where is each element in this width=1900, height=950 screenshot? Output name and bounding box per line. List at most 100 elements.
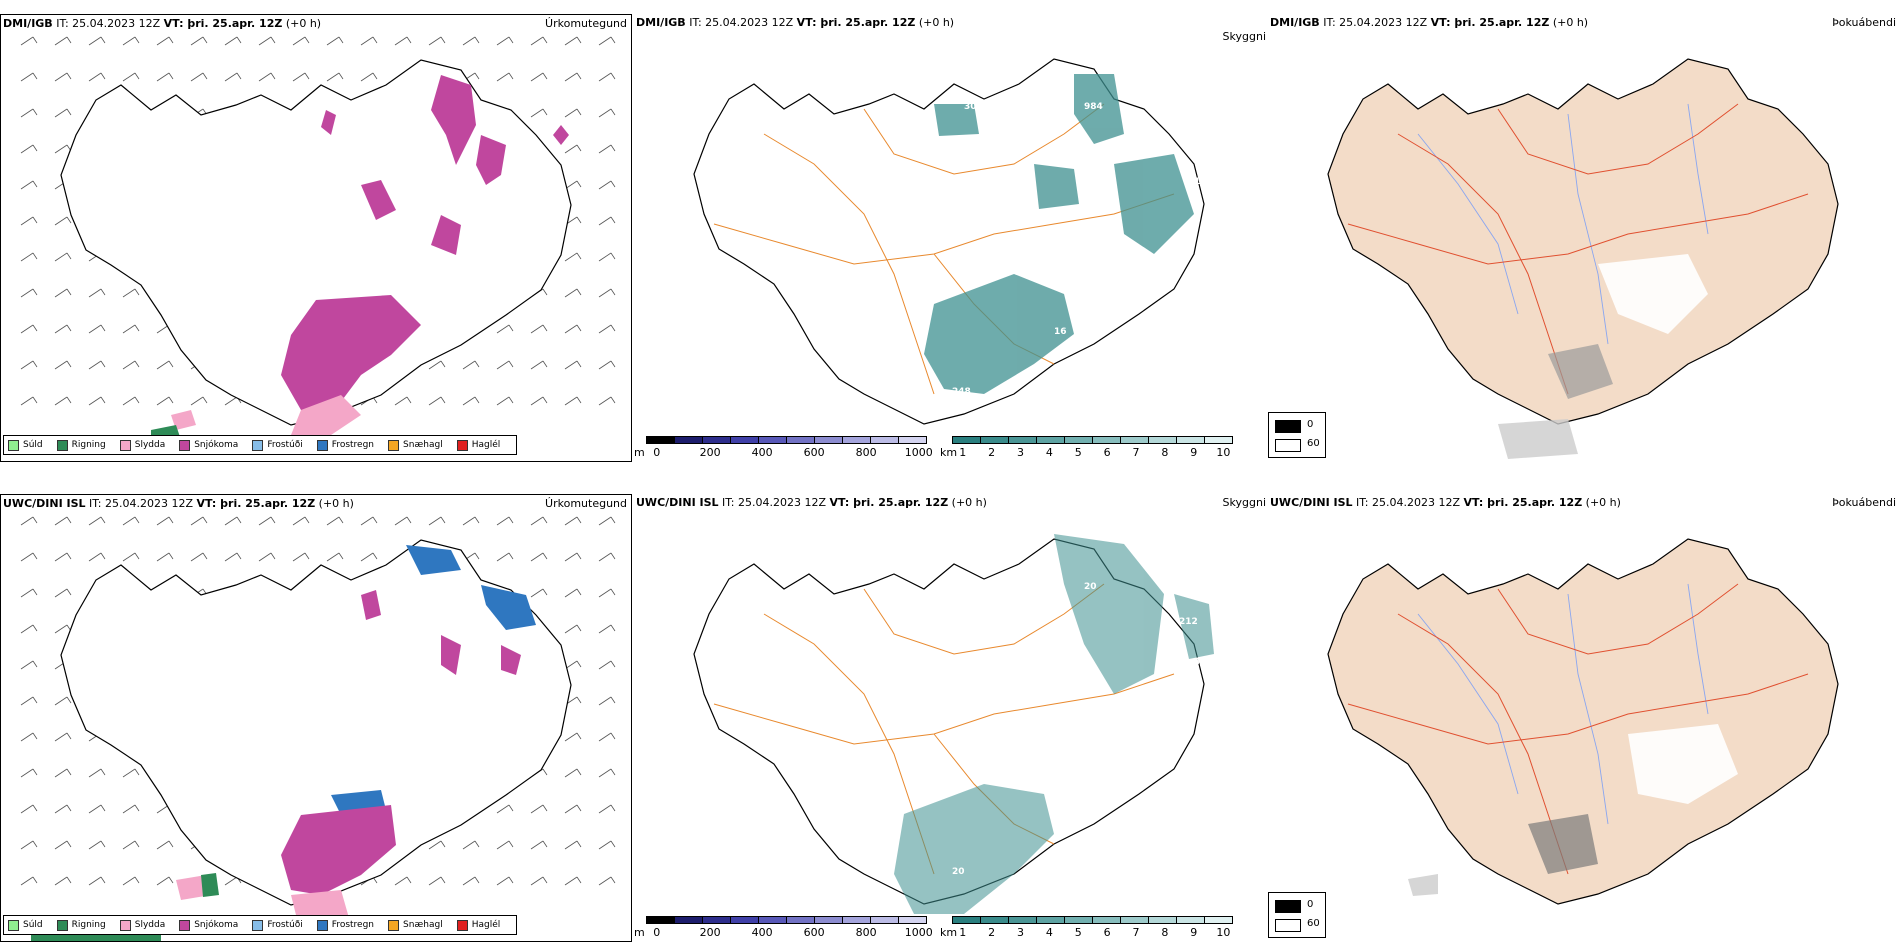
lead-time: (+0 h) bbox=[1552, 16, 1589, 29]
model-name: DMI/IGB bbox=[1270, 16, 1320, 29]
legend-label: Frostregn bbox=[331, 920, 375, 930]
iceland-map-visibility-row1: 30 38 984 42 16 521 435 16 248 15 115 14 bbox=[693, 58, 1207, 437]
wind-barb bbox=[598, 660, 616, 670]
wind-barb bbox=[530, 72, 548, 82]
legend-label: Snæhagl bbox=[403, 440, 443, 450]
wind-barb bbox=[54, 516, 72, 526]
wind-barb bbox=[156, 360, 174, 370]
wind-barb bbox=[360, 72, 378, 82]
wind-barb bbox=[20, 624, 38, 634]
legend-item: Rigning bbox=[56, 439, 106, 451]
wind-barb bbox=[20, 144, 38, 154]
fog-key-swatch-0 bbox=[1275, 900, 1301, 913]
legend-swatch bbox=[119, 439, 131, 451]
wind-barb bbox=[360, 516, 378, 526]
legend-swatch bbox=[56, 919, 68, 931]
wind-barb bbox=[258, 552, 276, 562]
visibility-colorbar-segment bbox=[1120, 916, 1149, 924]
fog-index-panel-row2: UWC/DINI ISL IT: 25.04.2023 12Z VT: þri.… bbox=[1268, 494, 1900, 942]
wind-barb bbox=[156, 876, 174, 886]
ceiling-colorbar-segment bbox=[898, 436, 927, 444]
legend-item: Frostúði bbox=[252, 919, 303, 931]
lead-time: (+0 h) bbox=[1585, 496, 1621, 509]
ceiling-value-label: 16 bbox=[1194, 177, 1207, 187]
legend-swatch bbox=[388, 439, 400, 451]
wind-barb bbox=[530, 552, 548, 562]
wind-barb bbox=[564, 624, 582, 634]
ceiling-value-label: 21 bbox=[1054, 807, 1067, 817]
legend-swatch bbox=[179, 439, 191, 451]
wind-barb bbox=[190, 36, 208, 46]
model-name: DMI/IGB bbox=[3, 17, 53, 30]
legend-item: Frostúði bbox=[252, 439, 303, 451]
wind-barb bbox=[564, 324, 582, 334]
wind-barb bbox=[598, 252, 616, 262]
wind-barb bbox=[598, 768, 616, 778]
valid-time: VT: þri. 25.apr. 12Z bbox=[163, 17, 283, 30]
legend-item: Snæhagl bbox=[388, 439, 443, 451]
ceiling-colorbar-segment bbox=[842, 436, 871, 444]
visibility-colorbar-segment bbox=[1008, 916, 1037, 924]
ceiling-colorbar-segment bbox=[758, 436, 787, 444]
wind-barb bbox=[598, 804, 616, 814]
snow-areas bbox=[281, 75, 569, 415]
wind-barb bbox=[224, 552, 242, 562]
legend-swatch bbox=[388, 919, 400, 931]
low-visibility-areas bbox=[894, 534, 1214, 914]
init-time: IT: 25.04.2023 12Z bbox=[89, 497, 194, 510]
legend-label: Haglél bbox=[471, 920, 501, 930]
wind-barb bbox=[88, 804, 106, 814]
visibility-colorbar-segment bbox=[1204, 916, 1233, 924]
wind-barb bbox=[462, 840, 480, 850]
init-time: IT: 25.04.2023 12Z bbox=[1323, 16, 1428, 29]
legend-item: Rigning bbox=[56, 919, 106, 931]
legend-item: Frostregn bbox=[316, 439, 374, 451]
visibility-colorbar: km 1 2 3 4 5 6 7 8 9 10 bbox=[940, 916, 1240, 942]
wind-barb bbox=[292, 36, 310, 46]
low-visibility-areas bbox=[924, 74, 1194, 394]
ceiling-visibility-panel-row2: 24 92 20 212 434 51 362 21 20 UWC/DINI ISL IT: 2… bbox=[634, 494, 1266, 942]
wind-barb bbox=[54, 360, 72, 370]
wind-barb bbox=[598, 876, 616, 886]
wind-barb bbox=[190, 516, 208, 526]
wind-barb bbox=[598, 360, 616, 370]
lead-time: (+0 h) bbox=[318, 497, 354, 510]
ceiling-visibility-panel-row1: 30 38 984 42 16 521 435 16 248 15 115 14 DMI/IGB IT… bbox=[634, 14, 1266, 462]
ceiling-colorbar-segment bbox=[842, 916, 871, 924]
wind-barb bbox=[54, 144, 72, 154]
ceiling-tick-label: 200 bbox=[699, 446, 721, 459]
ceiling-colorbar-segment bbox=[870, 436, 899, 444]
iceland-coastline bbox=[60, 539, 572, 906]
visibility-colorbar-segment bbox=[1036, 916, 1065, 924]
wind-barb bbox=[20, 804, 38, 814]
visibility-tick-label: 5 bbox=[1074, 446, 1082, 459]
visibility-tick-label: 7 bbox=[1132, 926, 1140, 939]
init-time: IT: 25.04.2023 12Z bbox=[689, 16, 794, 29]
wind-barb bbox=[20, 768, 38, 778]
wind-barb bbox=[54, 252, 72, 262]
legend-item: Haglél bbox=[456, 919, 501, 931]
wind-barb bbox=[598, 144, 616, 154]
wind-barb bbox=[54, 876, 72, 886]
fog-key-swatch-0 bbox=[1275, 420, 1301, 433]
visibility-tick-label: 4 bbox=[1045, 446, 1053, 459]
legend-swatch bbox=[252, 919, 264, 931]
wind-barb bbox=[394, 516, 412, 526]
wind-barb bbox=[20, 696, 38, 706]
legend-label: Slydda bbox=[134, 920, 166, 930]
wind-barb bbox=[20, 360, 38, 370]
ceiling-value-label: 51 bbox=[1114, 737, 1127, 747]
wind-barb bbox=[122, 360, 140, 370]
fog-key-label-60: 60 bbox=[1307, 438, 1320, 449]
wind-barb bbox=[462, 516, 480, 526]
wind-barb bbox=[530, 360, 548, 370]
legend-label: Rigning bbox=[71, 440, 106, 450]
visibility-tick-label: 1 bbox=[959, 446, 967, 459]
lead-time: (+0 h) bbox=[285, 17, 322, 30]
wind-barb bbox=[428, 360, 446, 370]
wind-barb bbox=[428, 840, 446, 850]
wind-barb bbox=[598, 180, 616, 190]
wind-barb bbox=[428, 36, 446, 46]
wind-barb bbox=[598, 216, 616, 226]
wind-barb bbox=[122, 288, 140, 298]
